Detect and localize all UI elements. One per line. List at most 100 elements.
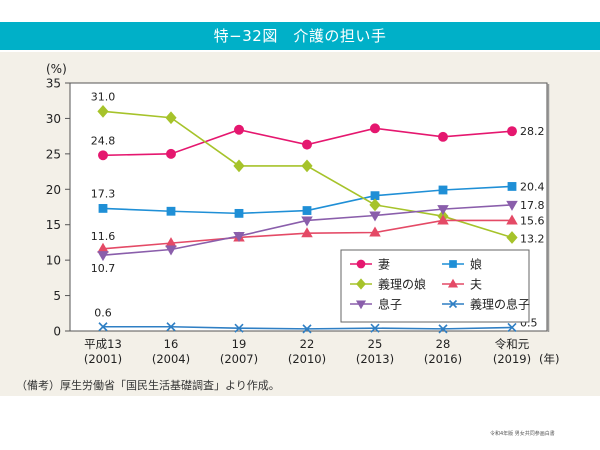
data-point bbox=[437, 214, 449, 225]
legend-marker bbox=[448, 299, 458, 309]
data-point bbox=[370, 123, 380, 134]
y-tick-label: 10 bbox=[46, 254, 61, 268]
x-tick-era-label: 25 bbox=[368, 337, 383, 351]
data-point bbox=[370, 323, 380, 333]
y-tick-label: 25 bbox=[46, 147, 61, 161]
data-point bbox=[369, 198, 381, 212]
x-tick-year-label: (2019) bbox=[493, 352, 531, 366]
legend-label: 義理の息子 bbox=[470, 297, 530, 312]
data-point bbox=[437, 205, 449, 216]
data-point bbox=[438, 324, 448, 334]
legend-marker bbox=[356, 278, 366, 290]
data-label-first: 17.3 bbox=[91, 187, 116, 200]
legend-item: 妻 bbox=[350, 258, 390, 272]
x-axis: 平成13(2001)16(2004)19(2007)22(2010)25(201… bbox=[84, 337, 560, 366]
legend-label: 義理の娘 bbox=[378, 277, 426, 292]
x-tick-era-label: 28 bbox=[436, 337, 451, 351]
figure-title-banner: 特−32図 介護の担い手 bbox=[0, 22, 600, 50]
data-point bbox=[301, 159, 313, 173]
legend-label: 妻 bbox=[378, 258, 390, 272]
x-axis-unit-label: (年) bbox=[539, 352, 559, 366]
legend-item: 息子 bbox=[350, 297, 402, 312]
source-note: （備考）厚生労働省「国民生活基礎調査」より作成。 bbox=[16, 379, 280, 392]
data-point bbox=[234, 208, 244, 218]
legend-item: 義理の息子 bbox=[442, 297, 530, 312]
data-point bbox=[97, 251, 109, 262]
marker-stroke bbox=[438, 324, 448, 334]
legend-item: 夫 bbox=[442, 278, 482, 292]
data-point bbox=[506, 214, 518, 225]
marker-stroke bbox=[370, 323, 380, 333]
data-point bbox=[506, 200, 518, 211]
marker-stroke bbox=[98, 322, 108, 332]
data-point bbox=[507, 126, 517, 137]
footer-credit: 令和4年版 男女共同参画白書 bbox=[490, 431, 555, 437]
x-tick-year-label: (2004) bbox=[152, 352, 190, 366]
series-layer: 24.8 28.2 17.3 20.4 31.0 13.2 11.6 15.6 10.7 17.8… bbox=[91, 90, 545, 334]
marker-stroke bbox=[234, 323, 244, 333]
data-point bbox=[369, 211, 381, 222]
data-point bbox=[507, 322, 517, 333]
data-point bbox=[302, 139, 312, 150]
legend-marker bbox=[449, 260, 457, 268]
data-point bbox=[234, 124, 244, 135]
legend-box bbox=[340, 249, 530, 323]
x-tick-era-label: 19 bbox=[232, 337, 247, 351]
x-tick-year-label: (2013) bbox=[356, 352, 394, 366]
legend-item: 義理の娘 bbox=[350, 277, 426, 292]
y-tick-label: 0 bbox=[53, 325, 61, 339]
marker-stroke bbox=[166, 322, 176, 332]
data-point bbox=[302, 324, 312, 334]
x-tick-era-label: 令和元 bbox=[495, 337, 530, 351]
data-point bbox=[98, 204, 108, 213]
data-point bbox=[166, 148, 176, 159]
marker-stroke bbox=[302, 324, 312, 334]
series-息子: 10.7 17.8 bbox=[91, 199, 545, 275]
legend-marker bbox=[355, 300, 367, 310]
marker-stroke bbox=[507, 322, 517, 333]
series-妻: 24.8 28.2 bbox=[91, 123, 545, 161]
y-tick-label: 15 bbox=[46, 218, 61, 232]
data-point bbox=[507, 182, 517, 191]
data-label-first: 31.0 bbox=[91, 90, 116, 103]
data-label-last: 15.6 bbox=[520, 214, 545, 227]
data-point bbox=[438, 185, 448, 195]
legend-marker bbox=[356, 259, 366, 269]
data-label-last: 28.2 bbox=[520, 125, 545, 138]
legend-label: 夫 bbox=[470, 278, 482, 292]
data-label-first: 0.6 bbox=[94, 307, 112, 320]
marker-stroke bbox=[448, 299, 458, 309]
data-point bbox=[166, 206, 176, 216]
y-tick-label: 5 bbox=[53, 289, 61, 303]
y-axis-unit-label: (%) bbox=[46, 62, 67, 76]
x-tick-year-label: (2010) bbox=[288, 352, 326, 366]
y-axis: 0 5 10 15 20 25 30 35 bbox=[46, 77, 70, 339]
data-point bbox=[301, 216, 313, 227]
data-point bbox=[438, 131, 448, 142]
data-point bbox=[370, 191, 380, 201]
legend-item: 娘 bbox=[442, 257, 482, 272]
data-label-last: 20.4 bbox=[520, 180, 545, 193]
data-label-last: 13.2 bbox=[520, 232, 545, 245]
x-tick-era-label: 16 bbox=[164, 337, 179, 351]
legend-label: 息子 bbox=[378, 297, 402, 312]
data-point bbox=[369, 226, 381, 237]
series-夫: 11.6 15.6 bbox=[91, 214, 545, 253]
series-娘: 17.3 20.4 bbox=[91, 180, 545, 218]
data-point bbox=[165, 237, 177, 248]
x-tick-year-label: (2016) bbox=[424, 352, 462, 366]
data-point bbox=[233, 232, 245, 243]
data-point bbox=[165, 245, 177, 256]
data-point bbox=[166, 322, 176, 332]
data-point bbox=[506, 231, 518, 244]
data-point bbox=[234, 323, 244, 333]
data-point bbox=[98, 150, 108, 161]
x-tick-year-label: (2001) bbox=[84, 352, 122, 366]
figure-title: 特−32図 介護の担い手 bbox=[213, 27, 387, 45]
legend-marker bbox=[447, 278, 459, 288]
y-tick-label: 35 bbox=[46, 77, 61, 91]
x-tick-era-label: 平成13 bbox=[84, 337, 122, 351]
data-point bbox=[97, 242, 109, 253]
